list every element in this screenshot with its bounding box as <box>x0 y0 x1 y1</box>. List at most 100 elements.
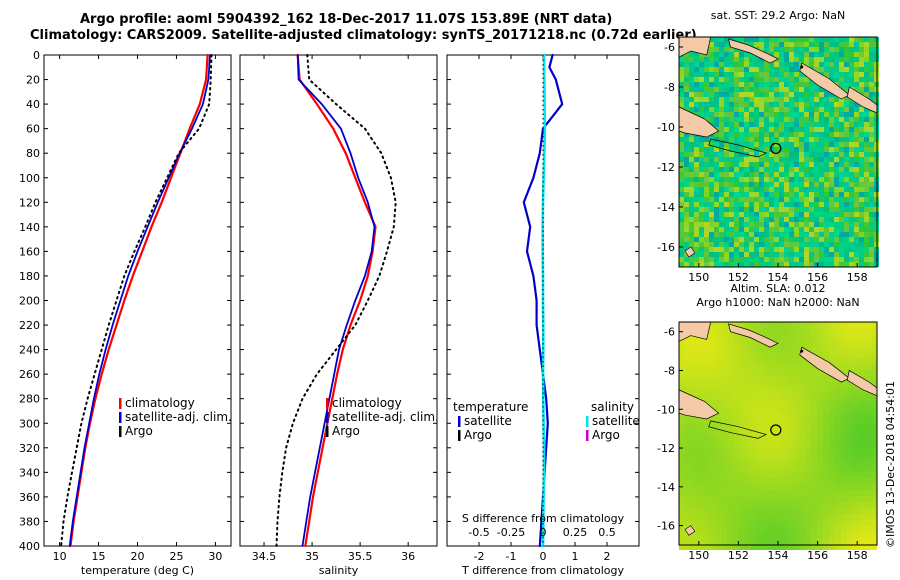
map-cell <box>811 334 817 340</box>
map-cell <box>694 262 699 267</box>
map-cell <box>689 52 694 57</box>
map-cell <box>679 257 684 262</box>
map-cell <box>871 406 877 412</box>
map-cell <box>759 197 764 202</box>
map-cell <box>864 197 869 202</box>
map-cell <box>784 82 789 87</box>
map-y-tick-label: -12 <box>657 161 675 174</box>
map-cell <box>759 212 764 217</box>
map-cell <box>849 132 854 137</box>
map-cell <box>854 182 859 187</box>
map-cell <box>754 117 759 122</box>
map-cell <box>793 388 799 394</box>
map-cell <box>759 257 764 262</box>
map-cell <box>689 72 694 77</box>
map-cell <box>709 117 714 122</box>
map-cell <box>854 57 859 62</box>
map-cell <box>679 62 684 67</box>
map-cell <box>689 192 694 197</box>
map-cell <box>844 232 849 237</box>
map-cell <box>819 212 824 217</box>
map-cell <box>854 192 859 197</box>
map-cell <box>774 152 779 157</box>
map-cell <box>847 454 853 460</box>
map-cell <box>763 382 769 388</box>
map-cell <box>739 514 745 520</box>
map-cell <box>834 257 839 262</box>
map-cell <box>714 92 719 97</box>
map-cell <box>784 262 789 267</box>
map-cell <box>865 484 871 490</box>
map-cell <box>689 147 694 152</box>
depth-tick-label: 160 <box>19 245 40 258</box>
map-cell <box>805 460 811 466</box>
map-cell <box>789 147 794 152</box>
map-cell <box>834 177 839 182</box>
map-cell <box>849 167 854 172</box>
reef-outline <box>708 138 768 158</box>
map-cell <box>804 257 809 262</box>
map-cell <box>724 52 729 57</box>
map-cell <box>697 448 703 454</box>
map-cell <box>759 82 764 87</box>
map-cell <box>835 418 841 424</box>
map-cell <box>799 147 804 152</box>
map-cell <box>794 202 799 207</box>
map-cell <box>789 127 794 132</box>
map-cell <box>733 514 739 520</box>
map-cell <box>871 358 877 364</box>
map-cell <box>754 142 759 147</box>
map-cell <box>849 187 854 192</box>
map-cell <box>679 538 685 544</box>
map-cell <box>817 388 823 394</box>
map-cell <box>754 252 759 257</box>
map-cell <box>759 142 764 147</box>
map-cell <box>865 526 871 532</box>
legend-swatch <box>586 430 589 441</box>
map-cell <box>727 460 733 466</box>
map-cell <box>751 544 757 550</box>
map-cell <box>684 97 689 102</box>
map-cell <box>764 47 769 52</box>
map-cell <box>835 484 841 490</box>
map-cell <box>814 252 819 257</box>
map-cell <box>799 112 804 117</box>
map-cell <box>787 394 793 400</box>
map-cell <box>864 247 869 252</box>
map-cell <box>847 508 853 514</box>
map-cell <box>751 520 757 526</box>
map-cell <box>819 147 824 152</box>
map-cell <box>759 47 764 52</box>
map-cell <box>751 448 757 454</box>
map-cell <box>844 62 849 67</box>
map-cell <box>757 406 763 412</box>
map-cell <box>684 147 689 152</box>
map-cell <box>814 232 819 237</box>
map-cell <box>794 147 799 152</box>
map-cell <box>721 358 727 364</box>
map-cell <box>794 67 799 72</box>
map-cell <box>869 182 874 187</box>
map-cell <box>709 192 714 197</box>
map-cell <box>847 340 853 346</box>
map-cell <box>835 412 841 418</box>
map-cell <box>733 334 739 340</box>
map-cell <box>694 102 699 107</box>
map-cell <box>697 346 703 352</box>
map-cell <box>775 490 781 496</box>
map-cell <box>869 47 874 52</box>
map-cell <box>727 472 733 478</box>
map-cell <box>734 122 739 127</box>
map-cell <box>709 394 715 400</box>
map-cell <box>709 97 714 102</box>
map-cell <box>703 460 709 466</box>
map-cell <box>749 257 754 262</box>
map-cell <box>824 217 829 222</box>
map-cell <box>779 137 784 142</box>
map-cell <box>679 352 685 358</box>
map-cell <box>754 187 759 192</box>
x-tick-label: 36 <box>401 550 415 563</box>
map-cell <box>787 352 793 358</box>
map-cell <box>844 47 849 52</box>
map-cell <box>853 334 859 340</box>
